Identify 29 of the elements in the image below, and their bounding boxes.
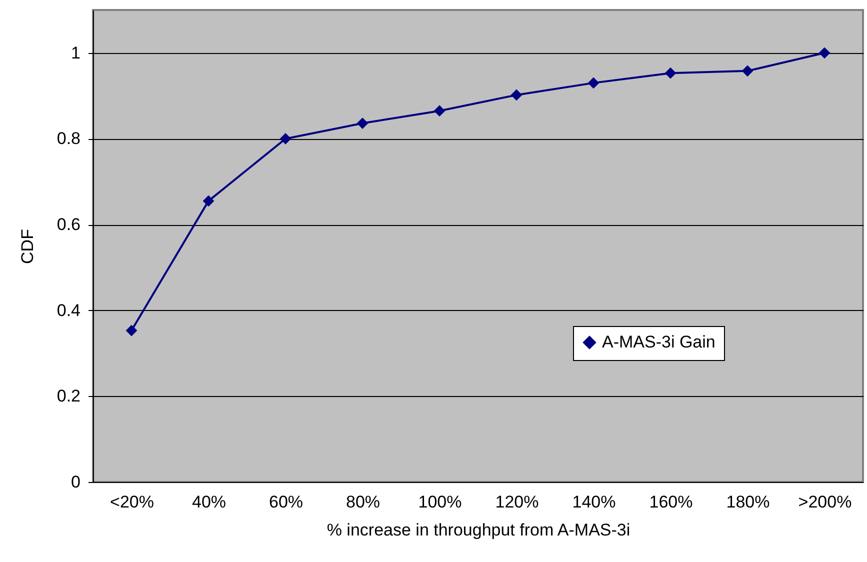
x-tick-label: <20% — [110, 492, 154, 512]
x-tick-label: 180% — [726, 492, 770, 512]
y-tick-label: 0.6 — [56, 215, 80, 234]
x-tick-label: 140% — [572, 492, 616, 512]
x-tick-label: 100% — [418, 492, 462, 512]
point — [434, 105, 446, 117]
point — [588, 77, 600, 89]
point — [818, 47, 830, 59]
point — [510, 89, 522, 101]
x-tick-label: >200% — [798, 492, 852, 512]
y-axis-title: CDF — [18, 229, 37, 264]
x-axis-title: % increase in throughput from A-MAS-3i — [326, 520, 630, 540]
y-tick-label: 0.8 — [56, 129, 80, 148]
point — [126, 324, 138, 336]
point — [202, 195, 214, 207]
x-tick-label: 160% — [649, 492, 693, 512]
x-tick-label: 40% — [192, 492, 226, 512]
x-tick-label: 120% — [495, 492, 539, 512]
point — [356, 118, 368, 129]
legend-label: A-MAS-3i Gain — [602, 332, 716, 352]
y-tick-label: 0.4 — [56, 300, 80, 320]
point — [664, 67, 676, 79]
point — [280, 133, 292, 144]
y-tick-label: 0 — [71, 472, 80, 492]
y-tick-label: 1 — [71, 43, 80, 62]
x-tick-label: 60% — [268, 492, 304, 512]
y-tick-label: 0.2 — [56, 386, 80, 406]
point — [742, 65, 754, 77]
x-tick-label: 80% — [346, 492, 380, 512]
